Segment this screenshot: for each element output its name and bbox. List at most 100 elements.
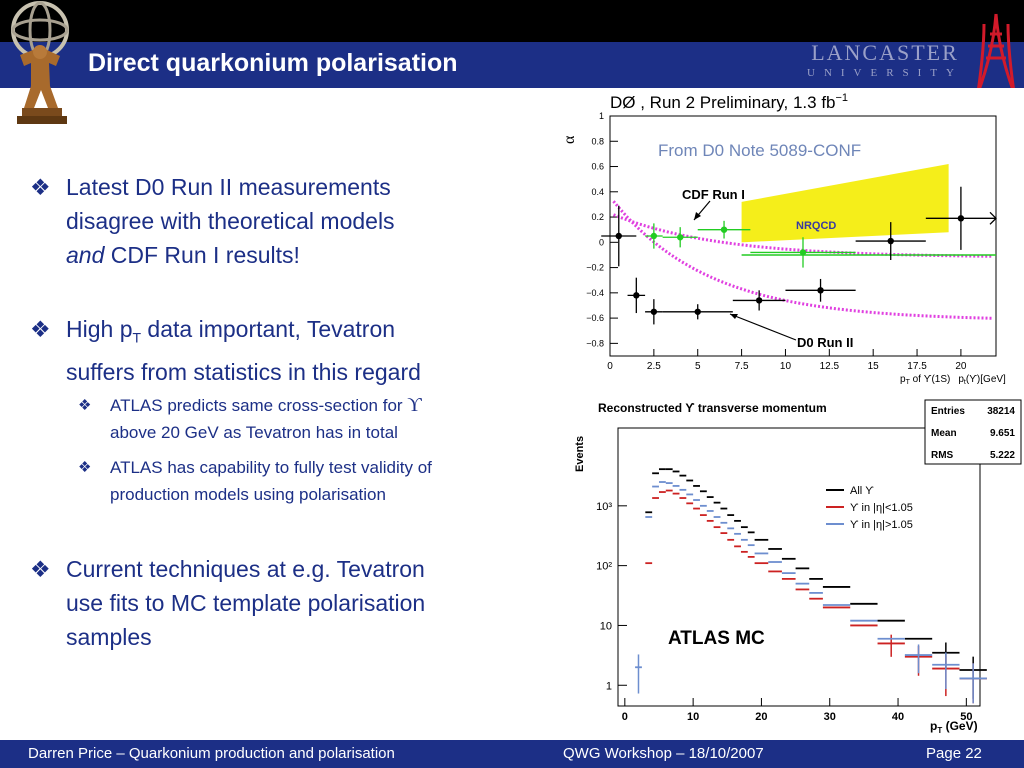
sub-bullet-2-line-2: production models using polarisation xyxy=(110,485,386,504)
stats-label: RMS xyxy=(931,450,954,461)
chart1-ylabel: α xyxy=(561,135,578,144)
chart1-point xyxy=(615,232,622,240)
chart1-xtick-label: 15 xyxy=(868,361,880,372)
bullet-3-line-1: Current techniques at e.g. Tevatron xyxy=(66,556,425,582)
stats-value: 38214 xyxy=(987,406,1015,417)
theory-curve-1 xyxy=(612,200,993,320)
chart1-ytick-label: −0.6 xyxy=(586,313,604,323)
xlabel-sub2: t xyxy=(964,379,966,386)
nrqcd-band xyxy=(741,164,949,243)
cdf-arrow-head xyxy=(694,212,701,220)
chart1-point xyxy=(633,292,640,299)
chart1-title: DØ , Run 2 Preliminary, 1.3 fb−1 xyxy=(610,92,848,112)
overflow-arrow-icon xyxy=(989,211,997,225)
chart1-xtick-label: 7.5 xyxy=(735,361,749,372)
chart2-xtick-label: 30 xyxy=(824,711,836,723)
pt-spectrum-chart: Reconstructed ϒ transverse momentum Even… xyxy=(560,392,1024,738)
emphasis-word: and xyxy=(66,242,105,268)
legend-label: All ϒ xyxy=(850,485,874,497)
diamond-bullet-icon: ❖ xyxy=(30,556,51,582)
chart2-xtick-label: 20 xyxy=(755,711,767,723)
chart1-point xyxy=(755,297,763,304)
chart2-ytick-label: 10 xyxy=(600,620,612,632)
chart1-d0-label: D0 Run II xyxy=(797,335,853,350)
stats-label: Entries xyxy=(931,406,965,417)
chart2-xtick-label: 50 xyxy=(960,711,972,723)
chart1-ytick-label: −0.2 xyxy=(586,263,604,273)
chart2-xtick-label: 40 xyxy=(892,711,904,723)
upsilon-symbol: ϒ xyxy=(407,394,422,416)
stats-label: Mean xyxy=(931,428,957,439)
diamond-bullet-icon: ❖ xyxy=(78,459,92,476)
chart1-xtick-label: 5 xyxy=(695,361,701,372)
xlabel-p2: p xyxy=(958,374,964,385)
chart1-xlabel: pT of ϒ(1S) pt(ϒ)[GeV] xyxy=(900,374,1006,386)
bullet-1-line-3-rest: CDF Run I results! xyxy=(104,242,300,268)
footer-bar: Darren Price – Quarkonium production and… xyxy=(0,740,1024,768)
title-bar xyxy=(0,42,1024,88)
chart1-nrqcd-label: NRQCD xyxy=(796,220,836,232)
polarisation-chart: DØ , Run 2 Preliminary, 1.3 fb−1 α 0 2.5 5… xyxy=(560,88,1024,386)
chart1-ytick-label: −0.8 xyxy=(586,338,604,348)
chart1-point xyxy=(817,287,824,294)
chart2-ytick-label: 1 xyxy=(606,680,612,692)
d0-arrow-head xyxy=(730,314,738,319)
pt-label: High p xyxy=(66,316,133,342)
bullet-1-line-2: disagree with theoretical models xyxy=(66,208,395,234)
xlabel-sub: T xyxy=(906,379,911,386)
bullet-2-line-2: suffers from statistics in this regard xyxy=(66,358,421,385)
xlabel2-p: p xyxy=(930,719,937,733)
chart1-ytick-label: 0.8 xyxy=(591,136,604,146)
chart1-source-note: From D0 Note 5089-CONF xyxy=(658,141,861,160)
bullet-1-line-3: and CDF Run I results! xyxy=(66,238,395,272)
sub-bullet-1-text: ATLAS predicts same cross-section for xyxy=(110,396,408,415)
bullet-3-line-2: use fits to MC template polarisation xyxy=(66,590,426,616)
chart1-point xyxy=(957,215,965,222)
chart2-xlabel: pT (GeV) xyxy=(930,719,978,735)
chart1-point xyxy=(694,308,701,315)
chart1-point xyxy=(650,308,658,315)
xlabel2-sub: T xyxy=(937,726,942,735)
chart1-point xyxy=(650,232,658,240)
xlabel2-unit: (GeV) xyxy=(942,719,977,733)
chart2-title: Reconstructed ϒ transverse momentum xyxy=(598,401,827,415)
chart1-xtick-label: 20 xyxy=(955,361,967,372)
chart1-title-text: DØ , Run 2 Preliminary, 1.3 fb xyxy=(610,93,836,112)
chart1-ytick-label: 0 xyxy=(599,237,604,247)
diamond-bullet-icon: ❖ xyxy=(30,174,51,200)
bullet-1-line-1: Latest D0 Run II measurements xyxy=(66,174,391,200)
chart1-point xyxy=(799,249,807,256)
d0-arrow xyxy=(729,313,797,341)
chart2-ytick-label: 10² xyxy=(596,561,612,573)
xlabel-mid: of ϒ(1S) xyxy=(910,374,951,385)
bullet-2-line-1-rest: data important, Tevatron xyxy=(141,316,396,342)
legend-label: ϒ in |η|<1.05 xyxy=(850,502,913,514)
chart1-xtick-label: 17.5 xyxy=(907,361,927,372)
chart1-xtick-label: 2.5 xyxy=(647,361,661,372)
chart1-title-sup: −1 xyxy=(836,92,849,104)
diamond-bullet-icon: ❖ xyxy=(78,397,92,414)
pt-subscript: T xyxy=(132,329,142,346)
chart1-ytick-label: 0.2 xyxy=(591,212,604,222)
chart1-ytick-label: 0.4 xyxy=(591,187,604,197)
chart1-cdf-label: CDF Run I xyxy=(682,187,745,202)
chart2-xtick-label: 0 xyxy=(622,711,628,723)
slide-title: Direct quarkonium polarisation xyxy=(88,49,458,77)
bullet-2-line-1: High pT data important, Tevatron xyxy=(66,312,421,355)
diamond-bullet-icon: ❖ xyxy=(30,316,51,342)
lancaster-logo-text: LANCASTER xyxy=(811,40,959,65)
chart1-xtick-label: 12.5 xyxy=(820,361,840,372)
chart1-xtick-label: 10 xyxy=(780,361,792,372)
sub-bullet-2-line-1: ATLAS has capability to fully test valid… xyxy=(110,458,432,477)
xlabel-p: p xyxy=(900,374,906,385)
chart1-xtick-label: 0 xyxy=(607,361,613,372)
chart2-frame xyxy=(617,427,981,707)
chart1-point xyxy=(887,237,894,245)
bullet-3-line-3: samples xyxy=(66,624,152,650)
sub-bullet-1-line-2: above 20 GeV as Tevatron has in total xyxy=(110,423,398,442)
stats-value: 5.222 xyxy=(990,450,1015,461)
chart1-ytick-label: −0.4 xyxy=(586,288,604,298)
xlabel-end: (ϒ)[GeV] xyxy=(966,374,1006,385)
chart1-point xyxy=(720,226,728,233)
footer-event: QWG Workshop – 18/10/2007 xyxy=(563,745,764,762)
